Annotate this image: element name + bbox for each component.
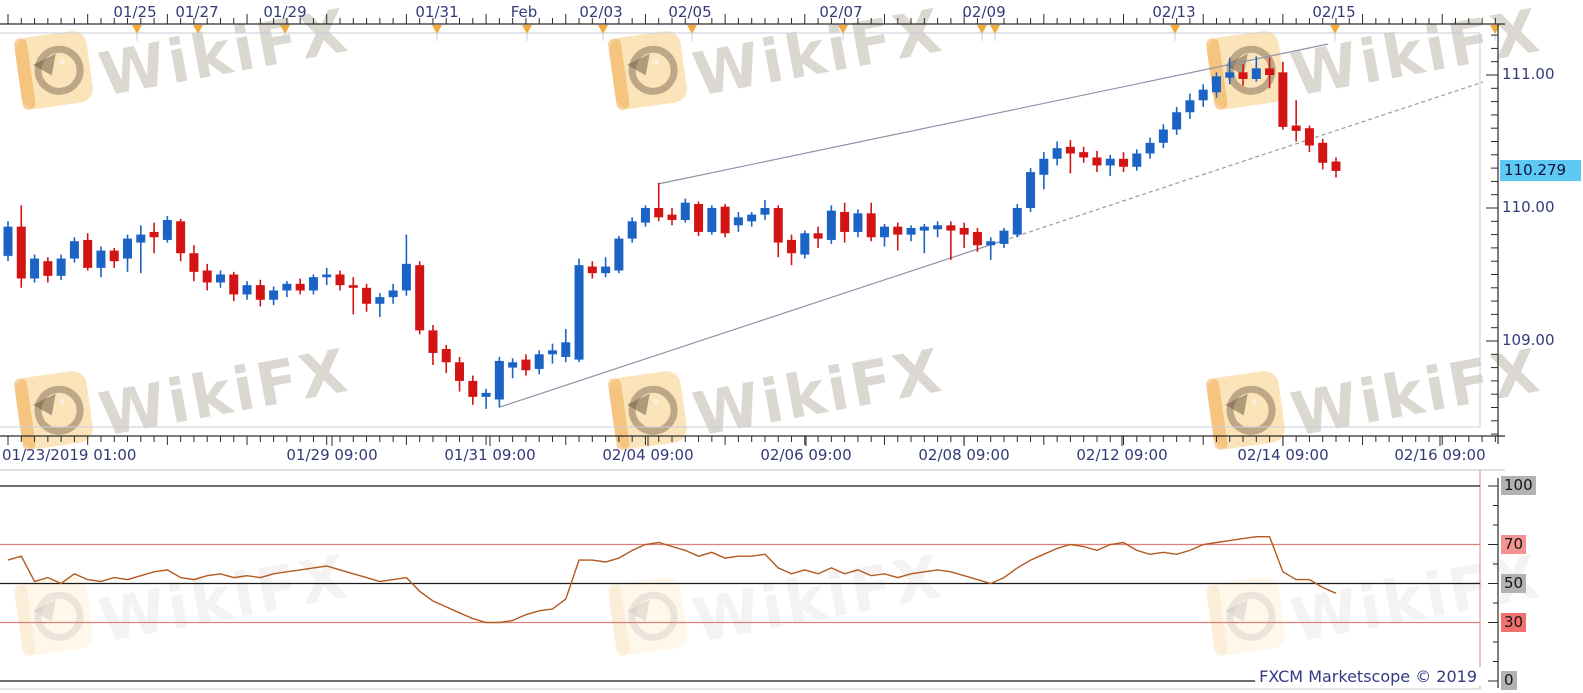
day-marker-icon bbox=[432, 25, 442, 34]
watermark-text: WikiFX bbox=[94, 336, 355, 451]
top-axis-date-label: 02/09 bbox=[962, 3, 1006, 21]
day-marker-icon bbox=[193, 25, 203, 34]
wikifx-logo-icon bbox=[14, 371, 93, 450]
rsi-axis-label: 30 bbox=[1501, 612, 1527, 632]
bottom-axis-date-label: 02/04 09:00 bbox=[602, 446, 694, 464]
price-axis-label: 110.00 bbox=[1502, 198, 1555, 216]
top-axis-date-label: 02/03 bbox=[579, 3, 623, 21]
watermark: WikiFX bbox=[608, 0, 949, 111]
wikifx-logo-icon bbox=[1206, 371, 1285, 450]
watermark: WikiFX bbox=[1206, 336, 1547, 451]
day-marker-icon bbox=[280, 25, 290, 34]
day-marker-icon bbox=[838, 25, 848, 34]
watermark-text: WikiFX bbox=[688, 336, 949, 451]
bottom-axis-date-label: 02/06 09:00 bbox=[760, 446, 852, 464]
trendline-solid bbox=[657, 43, 1329, 185]
day-marker-icon bbox=[1170, 25, 1180, 34]
rsi-axis-label: 0 bbox=[1501, 671, 1517, 690]
bottom-axis-date-label: 02/16 09:00 bbox=[1394, 446, 1486, 464]
wikifx-logo-icon bbox=[14, 31, 93, 110]
day-marker-icon bbox=[977, 25, 987, 34]
top-axis-date-label: 02/05 bbox=[668, 3, 712, 21]
watermark: WikiFX bbox=[1206, 0, 1547, 111]
watermark: WikiFX bbox=[14, 336, 355, 451]
last-price-tag: 110.279 bbox=[1500, 160, 1581, 182]
top-axis-date-label: 02/15 bbox=[1312, 3, 1356, 21]
wikifx-logo-icon bbox=[1206, 31, 1285, 110]
last-price-value: 110.279 bbox=[1504, 161, 1567, 180]
day-marker-icon bbox=[132, 25, 142, 34]
watermark: WikiFX bbox=[608, 542, 949, 657]
watermark: WikiFX bbox=[14, 542, 355, 657]
copyright-label: FXCM Marketscope © 2019 bbox=[1255, 667, 1481, 686]
bottom-axis-date-label: 02/12 09:00 bbox=[1076, 446, 1168, 464]
bottom-axis-date-label: 01/31 09:00 bbox=[444, 446, 536, 464]
top-axis-date-label: 02/07 bbox=[819, 3, 863, 21]
watermark-text: WikiFX bbox=[1286, 336, 1547, 451]
bottom-axis-date-label: 01/29 09:00 bbox=[286, 446, 378, 464]
wikifx-logo-icon bbox=[1206, 577, 1285, 656]
day-marker-icon bbox=[1330, 25, 1340, 34]
watermark-text: WikiFX bbox=[1286, 542, 1547, 657]
day-marker-icon bbox=[522, 25, 532, 34]
rsi-axis-label: 100 bbox=[1501, 476, 1536, 495]
price-axis-label: 109.00 bbox=[1502, 331, 1555, 349]
top-axis-date-label: Feb bbox=[510, 3, 538, 21]
top-axis-date-label: 01/27 bbox=[175, 3, 219, 21]
wikifx-logo-icon bbox=[608, 371, 687, 450]
trendline-dashed bbox=[995, 81, 1484, 244]
top-axis-date-label: 02/13 bbox=[1152, 3, 1196, 21]
rsi-axis-label: 70 bbox=[1501, 534, 1527, 554]
watermark-text: WikiFX bbox=[688, 542, 949, 657]
rsi-axis-label: 50 bbox=[1501, 573, 1527, 593]
day-marker-icon bbox=[598, 25, 608, 34]
top-axis-date-label: 01/29 bbox=[263, 3, 307, 21]
bottom-axis-date-label: 01/23/2019 01:00 bbox=[2, 446, 137, 464]
trendline-solid bbox=[499, 242, 997, 408]
watermark-text: WikiFX bbox=[94, 542, 355, 657]
day-marker-icon bbox=[687, 25, 697, 34]
wikifx-logo-icon bbox=[14, 577, 93, 656]
watermark: WikiFX bbox=[608, 336, 949, 451]
wikifx-logo-icon bbox=[608, 577, 687, 656]
watermark: WikiFX bbox=[1206, 542, 1547, 657]
rsi-line bbox=[7, 536, 1337, 624]
bottom-axis-date-label: 02/08 09:00 bbox=[918, 446, 1010, 464]
price-axis-label: 111.00 bbox=[1502, 65, 1555, 83]
day-marker-icon bbox=[990, 25, 1000, 34]
bottom-axis-date-label: 02/14 09:00 bbox=[1237, 446, 1329, 464]
top-axis-date-label: 01/25 bbox=[113, 3, 157, 21]
wikifx-logo-icon bbox=[608, 31, 687, 110]
top-axis-date-label: 01/31 bbox=[415, 3, 459, 21]
